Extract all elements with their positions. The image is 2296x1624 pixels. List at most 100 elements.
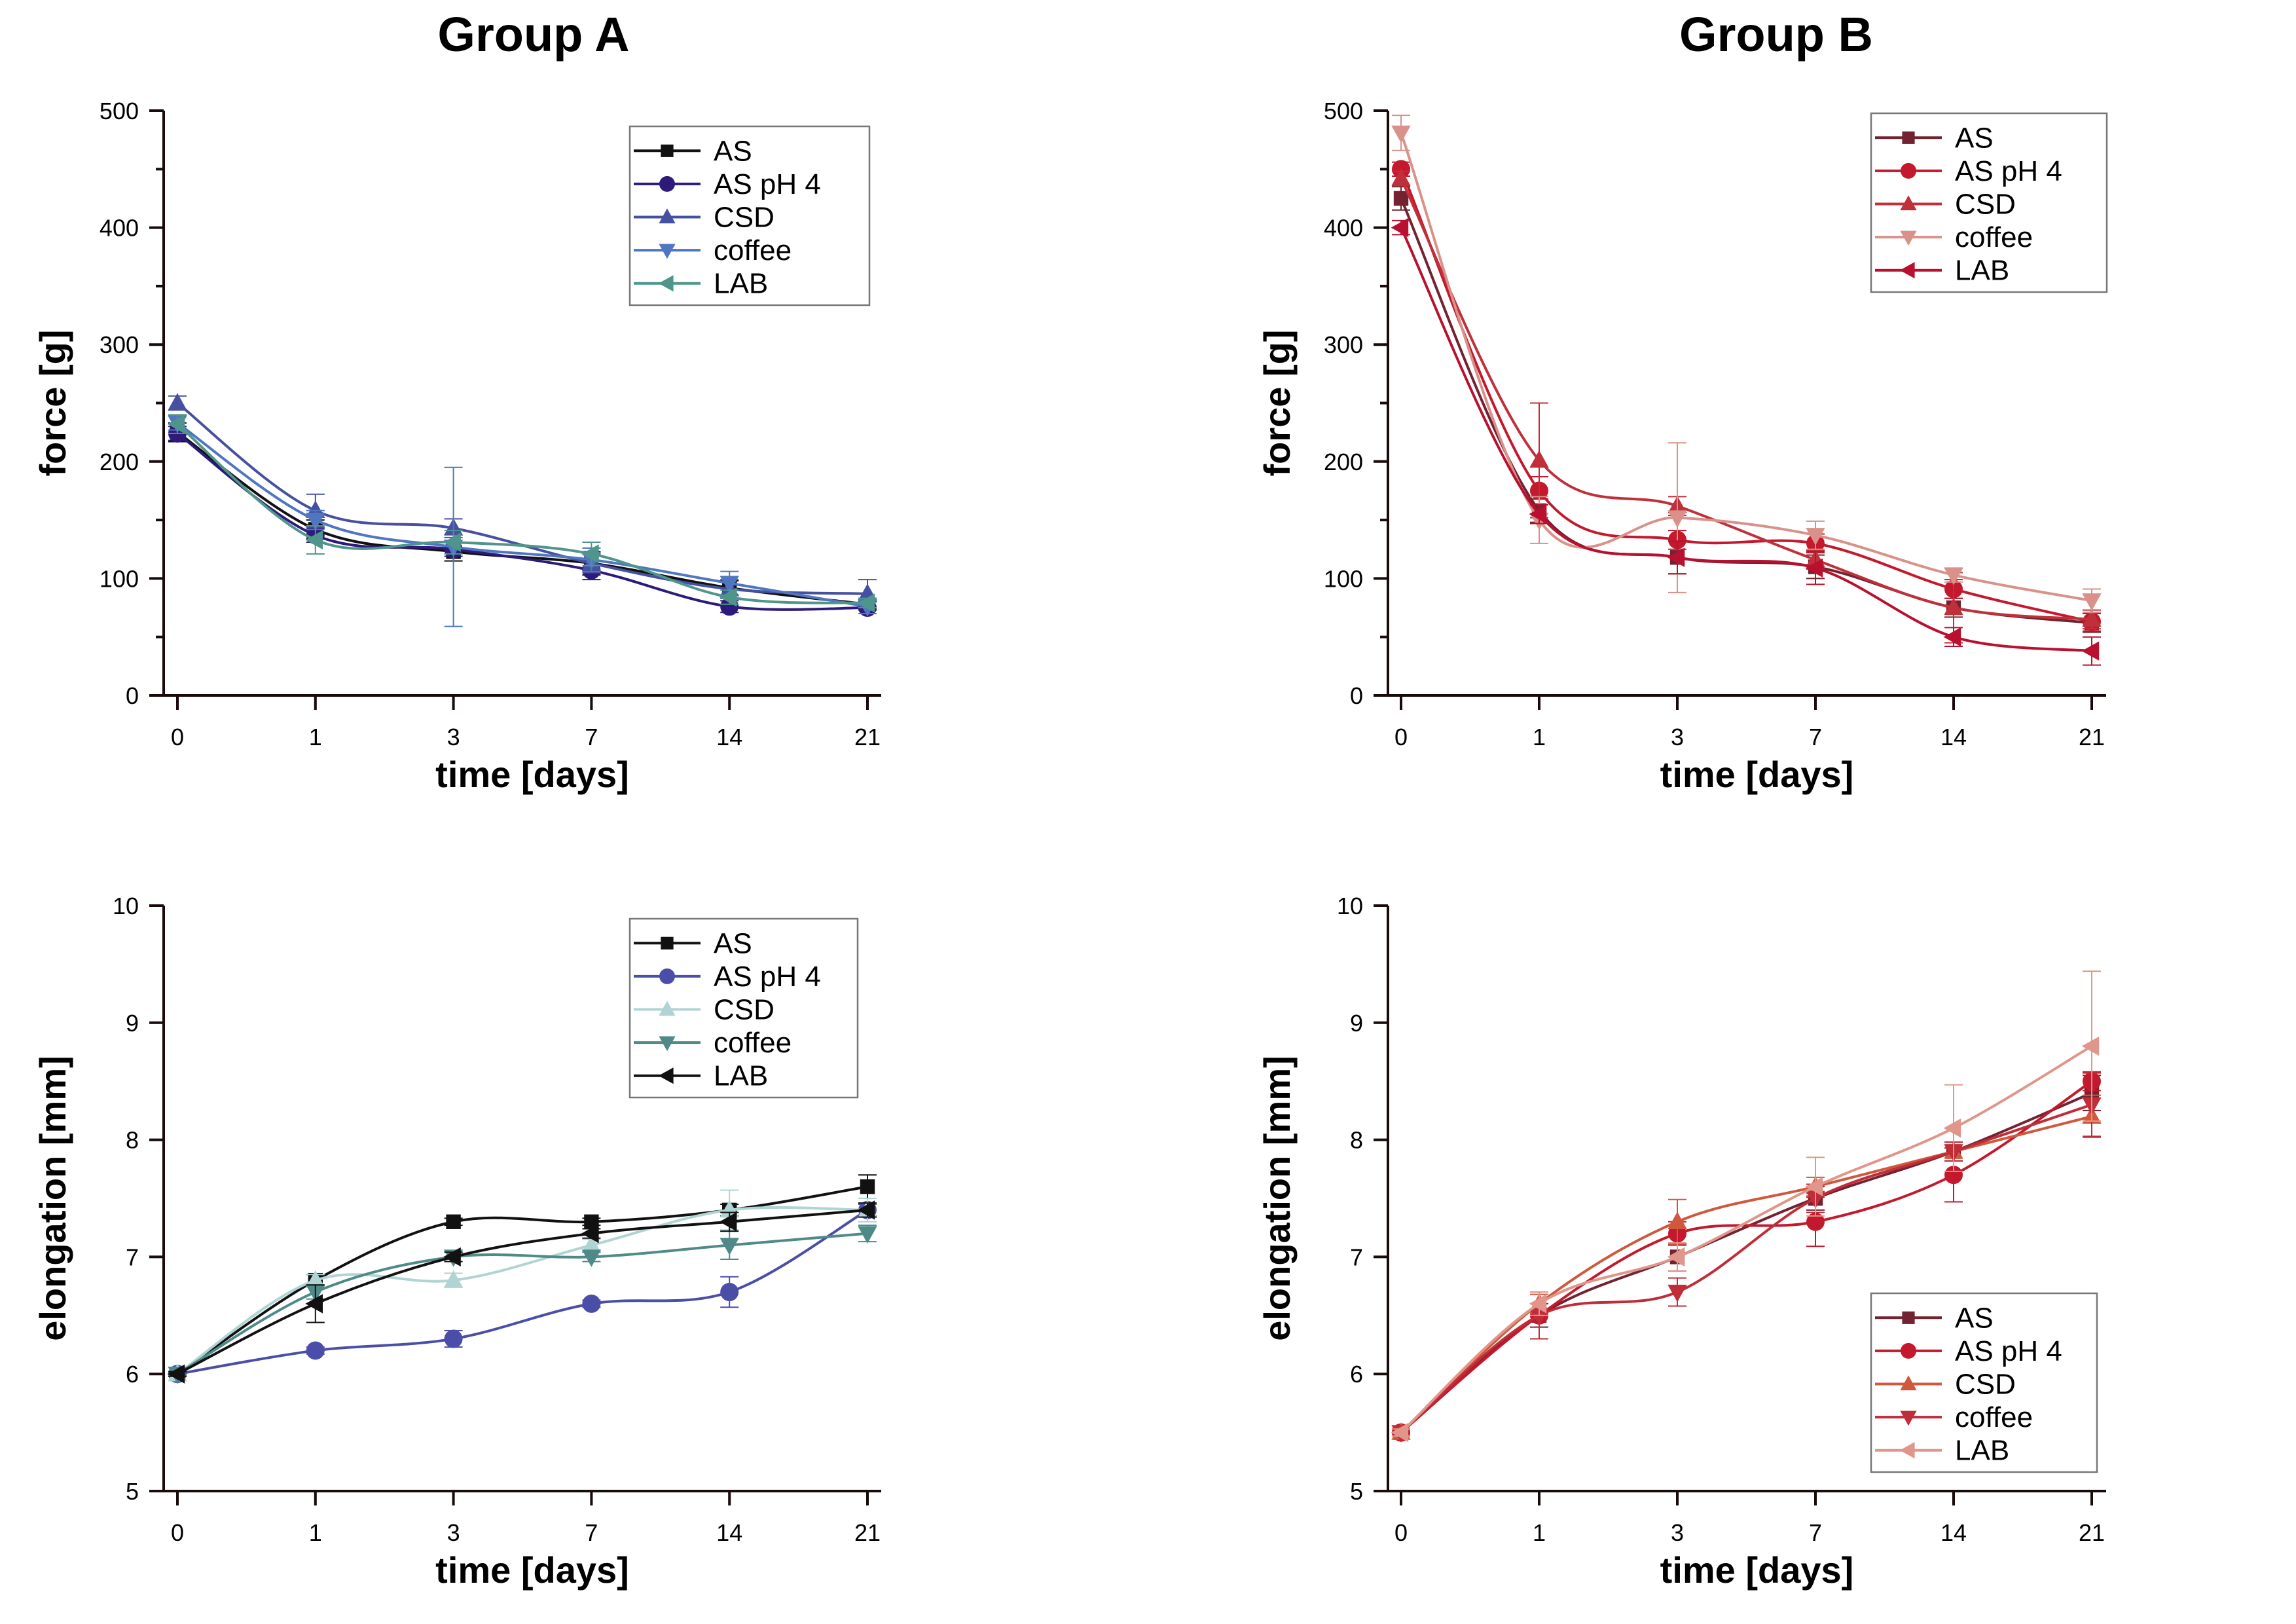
y-axis-title: force [g] (32, 330, 73, 477)
legend-label: AS pH 4 (1955, 155, 2062, 187)
series-csd (168, 1189, 877, 1382)
y-tick-label: 400 (1324, 215, 1363, 242)
data-point (584, 1214, 599, 1229)
series-lab (1391, 970, 2101, 1443)
x-tick-label: 3 (1671, 724, 1684, 750)
legend-item: LAB (1875, 255, 2009, 287)
legend-label: coffee (714, 234, 792, 267)
data-point (305, 530, 323, 550)
series-line (1400, 1044, 2093, 1434)
legend-item: AS pH 4 (1875, 155, 2062, 187)
x-tick-label: 21 (854, 1519, 881, 1546)
data-point (1391, 1422, 1409, 1443)
y-tick-label: 7 (126, 1244, 139, 1270)
legend-marker-triangle-up-icon (1900, 195, 1917, 211)
legend-label: CSD (714, 994, 774, 1026)
legend-item: CSD (1875, 1369, 2016, 1401)
data-point (1667, 1211, 1687, 1229)
data-point (1667, 510, 1687, 528)
group-a-title: Group A (437, 7, 629, 62)
data-point (1806, 1212, 1825, 1231)
series-line (176, 1185, 868, 1375)
group-b-title: Group B (1679, 7, 1873, 62)
series-line (177, 1208, 868, 1375)
legend-marker-triangle-left-icon (658, 1067, 674, 1084)
data-point (443, 1270, 464, 1288)
data-point (306, 1341, 325, 1360)
series-lab (1391, 217, 2101, 666)
y-tick-label: 5 (126, 1478, 139, 1505)
y-tick-label: 500 (100, 98, 139, 124)
y-tick-label: 8 (1350, 1127, 1363, 1154)
data-point (581, 544, 599, 564)
y-axis-title: force [g] (1256, 330, 1298, 477)
chart-group-b-elongation: 5 6 7 8 9 10 0 1 3 7 14 21 time [days] elongation [mm… (1256, 893, 2106, 1591)
chart-group-a-force: 0 100 200 300 400 500 0 1 3 7 14 21 time [days] force… (32, 98, 881, 795)
series-lab (167, 1200, 877, 1384)
x-tick-label: 0 (1394, 724, 1408, 750)
y-axis-title: elongation [mm] (32, 1056, 73, 1341)
legend-item: CSD (1875, 189, 2016, 221)
legend-label: LAB (1955, 255, 2009, 287)
data-point (858, 1226, 877, 1244)
data-point (443, 532, 461, 552)
data-point (581, 1235, 602, 1253)
legend-marker-circle-icon (659, 968, 675, 984)
x-tick-label: 0 (171, 724, 184, 750)
legend-label: AS (1955, 122, 1994, 154)
legend-marker-circle-icon (1901, 162, 1916, 179)
data-point (1667, 1284, 1687, 1302)
data-point (1943, 627, 1961, 647)
data-point (168, 393, 187, 411)
legend-item: AS (634, 135, 752, 167)
data-point (1529, 1308, 1549, 1326)
data-point (719, 1212, 737, 1232)
legend-marker-triangle-up-icon (1900, 1375, 1917, 1391)
x-axis-title: time [days] (1660, 1549, 1854, 1591)
y-tick-label: 9 (126, 1010, 139, 1037)
legend-label: AS (1955, 1302, 1994, 1334)
legend-label: CSD (1955, 189, 2016, 221)
legend-item: CSD (634, 994, 774, 1026)
y-tick-label: 7 (1350, 1244, 1363, 1270)
x-tick-label: 14 (1941, 724, 1967, 750)
data-point (1529, 450, 1549, 468)
y-tick-label: 8 (126, 1127, 139, 1154)
series-line (176, 422, 868, 608)
y-axis-title: elongation [mm] (1256, 1056, 1298, 1341)
legend-marker-circle-icon (1901, 1342, 1916, 1359)
x-tick-label: 14 (1941, 1519, 1967, 1546)
data-point (1943, 1118, 1961, 1138)
legend-label: LAB (714, 1060, 768, 1092)
data-point (305, 1294, 323, 1314)
x-tick-label: 1 (1533, 724, 1546, 750)
legend-marker-triangle-down-icon (1900, 231, 1917, 246)
legend-item: coffee (1875, 1401, 2033, 1433)
legend-label: LAB (1955, 1435, 2009, 1467)
series-coffee (168, 415, 877, 627)
x-axis-title: time [days] (435, 1549, 629, 1591)
legend-item: LAB (634, 268, 768, 300)
chart-group-a-elongation: 5 6 7 8 9 10 0 1 3 7 14 21 time [days] elongation [mm… (32, 893, 881, 1591)
data-point (1529, 504, 1547, 524)
y-tick-label: 6 (1350, 1361, 1363, 1388)
x-axis-title: time [days] (435, 754, 629, 795)
x-tick-label: 3 (1671, 1519, 1684, 1546)
series-line (176, 401, 868, 595)
data-point (1944, 597, 1963, 616)
series-line (1400, 1080, 2093, 1434)
y-tick-label: 100 (1324, 565, 1363, 592)
legend-item: LAB (634, 1060, 768, 1092)
x-tick-label: 0 (1394, 1519, 1408, 1546)
data-point (1667, 1247, 1685, 1267)
data-point (1944, 1166, 1963, 1185)
x-tick-label: 14 (716, 1519, 742, 1546)
x-tick-label: 1 (1533, 1519, 1546, 1546)
data-point (1667, 547, 1685, 567)
data-point (720, 1238, 739, 1255)
legend-item: AS (634, 927, 752, 959)
series-csd (1391, 168, 2102, 644)
legend-label: AS (714, 927, 752, 959)
legend-label: AS pH 4 (714, 961, 821, 993)
